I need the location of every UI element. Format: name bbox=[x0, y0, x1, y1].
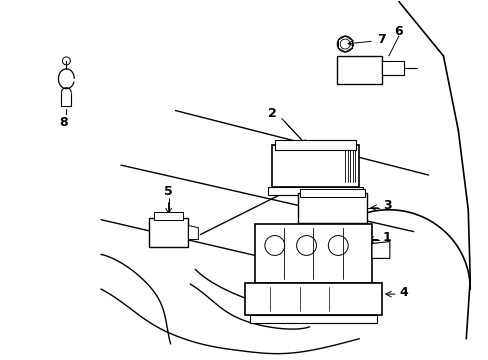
Polygon shape bbox=[371, 242, 389, 258]
Bar bbox=[244, 283, 381, 315]
Bar bbox=[337, 56, 381, 84]
Text: 4: 4 bbox=[399, 285, 407, 299]
Text: 5: 5 bbox=[163, 185, 172, 198]
Bar bbox=[351, 223, 361, 229]
Bar bbox=[148, 218, 188, 247]
Text: 2: 2 bbox=[267, 107, 276, 120]
Bar bbox=[249, 315, 376, 323]
Text: 6: 6 bbox=[394, 24, 402, 38]
Bar bbox=[302, 223, 312, 229]
Bar bbox=[381, 61, 403, 75]
Bar bbox=[274, 140, 355, 150]
Text: 8: 8 bbox=[59, 116, 67, 129]
Text: 1: 1 bbox=[382, 231, 391, 244]
Bar bbox=[254, 224, 371, 283]
Bar bbox=[271, 145, 358, 187]
Text: 7: 7 bbox=[376, 33, 385, 46]
Text: 3: 3 bbox=[382, 199, 391, 212]
Bar bbox=[267, 187, 362, 195]
Bar bbox=[153, 212, 183, 220]
Polygon shape bbox=[188, 226, 198, 239]
Bar bbox=[299, 189, 365, 197]
Bar bbox=[297, 193, 366, 223]
